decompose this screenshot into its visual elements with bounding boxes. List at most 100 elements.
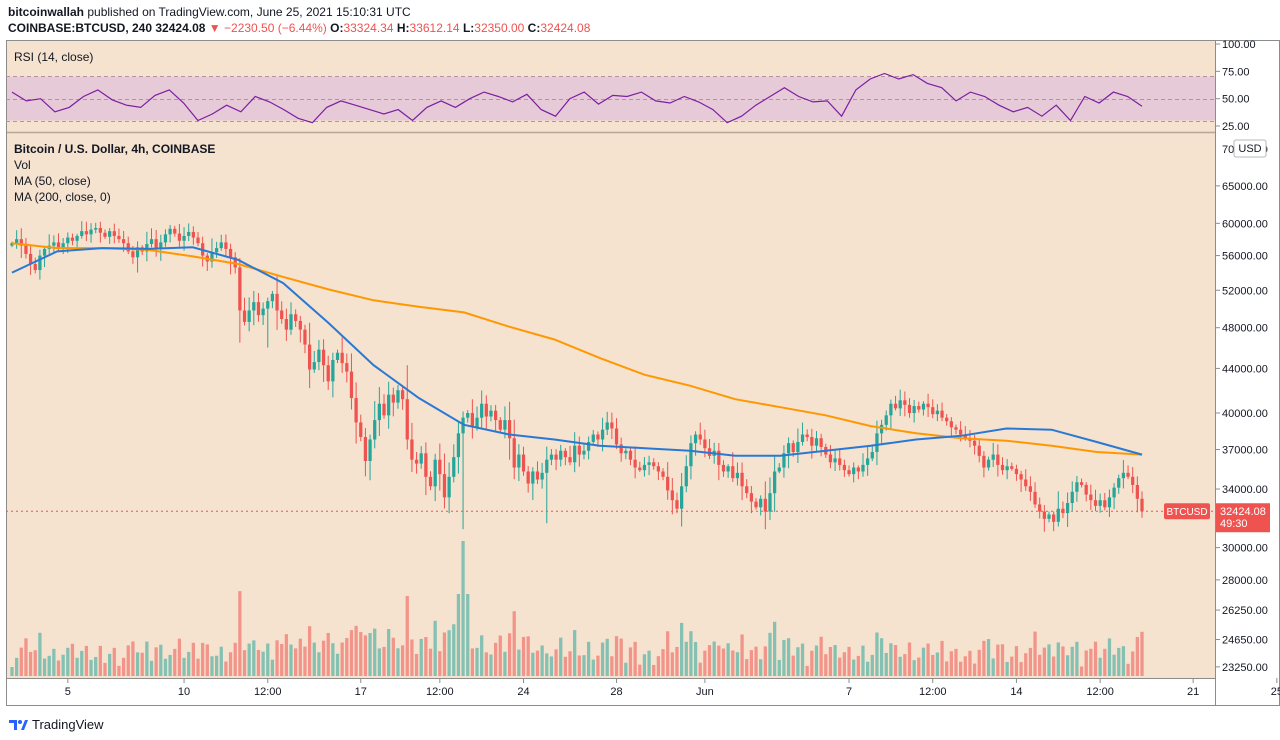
chart-svg[interactable]: 100.00 75.00 50.00 25.00 23250.00 24650.00 26…: [6, 39, 1280, 706]
volume-bar: [354, 625, 358, 676]
volume-bar: [470, 648, 474, 676]
volume-bar: [433, 620, 437, 676]
tradingview-brand[interactable]: TradingView: [32, 716, 104, 732]
price-tick-label: 30000.00: [1222, 543, 1268, 555]
volume-bar: [610, 656, 614, 676]
candle: [531, 467, 535, 500]
volume-bar: [238, 591, 242, 676]
candle: [638, 461, 642, 472]
candle: [610, 412, 614, 440]
candle: [768, 477, 772, 520]
time-axis[interactable]: 5 10 12:00 17 12:00 24 28 Jun 7 12:00 14 12:00 21 25: [65, 678, 1280, 698]
volume-bar: [38, 632, 42, 676]
candle: [884, 410, 888, 431]
volume-bar: [940, 640, 944, 676]
candle: [1089, 484, 1093, 510]
candle-body: [577, 445, 581, 455]
candle: [214, 241, 219, 258]
candle: [117, 228, 121, 243]
volume-bar: [563, 656, 568, 676]
volume-bar: [810, 650, 814, 676]
candle: [112, 223, 116, 244]
volume-bar: [1135, 636, 1139, 676]
candle: [28, 245, 33, 275]
rsi-legend[interactable]: RSI (14, close): [14, 50, 93, 64]
ma200-legend[interactable]: MA (200, close, 0): [14, 190, 111, 204]
candle-body: [340, 352, 344, 364]
candle: [447, 462, 451, 514]
currency-button[interactable]: [1233, 139, 1267, 158]
volume-bar: [396, 648, 400, 676]
candle-body: [214, 248, 219, 253]
volume-bar: [187, 651, 191, 676]
high-label: H:: [396, 21, 410, 35]
vol-legend[interactable]: Vol: [14, 158, 31, 172]
candle: [1024, 469, 1028, 491]
volume-bar: [1028, 647, 1033, 676]
volume-bar: [387, 629, 391, 676]
candle: [773, 454, 777, 512]
candle-body: [400, 390, 405, 400]
candle-body: [610, 422, 614, 429]
candle-body: [670, 490, 674, 501]
volume-bar: [1052, 656, 1056, 676]
volume-bar: [1140, 631, 1144, 676]
candle-body: [507, 420, 512, 439]
candle-body: [452, 457, 456, 477]
candle-body: [647, 462, 651, 465]
volume-bar: [317, 652, 321, 676]
candle-body: [893, 403, 898, 409]
candle-body: [582, 450, 586, 455]
candle: [219, 234, 223, 251]
candle-body: [559, 450, 563, 460]
candle: [856, 465, 860, 480]
candle: [326, 355, 330, 390]
volume-bar: [573, 630, 577, 676]
candle: [903, 391, 907, 417]
candle-body: [763, 498, 767, 512]
volume-bar: [428, 648, 433, 676]
chart-area[interactable]: 100.00 75.00 50.00 25.00 23250.00 24650.00 26…: [6, 39, 1280, 706]
candle-body: [94, 228, 98, 230]
candle-body: [949, 421, 953, 428]
volume-bar: [210, 656, 214, 676]
volume-bar: [326, 632, 330, 676]
candle: [340, 337, 344, 373]
volume-bar: [242, 650, 247, 676]
candle-body: [312, 362, 316, 370]
candle: [800, 422, 805, 446]
symbol-label[interactable]: COINBASE:BTCUSD, 240: [8, 21, 153, 35]
candle: [1028, 476, 1033, 501]
volume-bar: [619, 638, 623, 676]
price-axis[interactable]: 23250.00 24650.00 26250.00 28000.00 30000.00…: [1215, 181, 1268, 674]
candle: [331, 352, 335, 398]
candle-body: [270, 293, 275, 302]
volume-bar: [893, 645, 898, 676]
publisher-name[interactable]: bitcoinwallah: [8, 5, 85, 19]
candle: [414, 451, 419, 474]
candle-body: [345, 363, 349, 372]
time-tick-label: 28: [610, 686, 622, 698]
rsi-line: [11, 72, 1143, 124]
main-legend-title[interactable]: Bitcoin / U.S. Dollar, 4h, COINBASE: [14, 142, 215, 156]
candle: [187, 223, 191, 241]
volume-bar: [689, 631, 693, 676]
candle-body: [108, 231, 112, 237]
volume-bar: [512, 611, 516, 676]
candle: [10, 241, 14, 248]
candle: [1107, 489, 1112, 517]
volume-bar: [424, 637, 428, 676]
candle: [879, 419, 884, 444]
volume-bar: [917, 657, 921, 676]
candle-body: [1024, 479, 1028, 487]
volume-bar: [196, 658, 200, 676]
volume-bar: [140, 652, 144, 676]
ma50-legend[interactable]: MA (50, close): [14, 174, 91, 188]
tradingview-logo-icon[interactable]: [8, 717, 28, 731]
candle: [866, 446, 870, 476]
volume-bar: [982, 640, 986, 676]
candle-body: [986, 459, 991, 468]
candle: [586, 436, 591, 460]
candle: [1000, 457, 1005, 475]
volume-bar: [42, 658, 47, 676]
